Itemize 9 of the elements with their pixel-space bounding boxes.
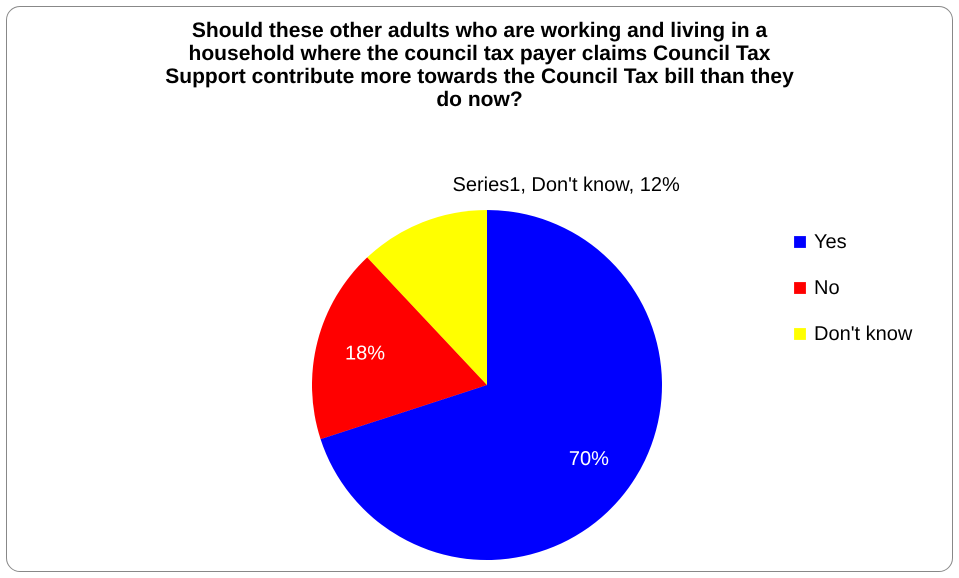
legend-label: No [814, 277, 840, 299]
data-label: 18% [344, 342, 386, 365]
legend-label: Yes [814, 231, 847, 253]
data-label: 70% [568, 448, 610, 470]
pie-slice [312, 257, 487, 440]
legend-label: Don't know [814, 323, 913, 345]
pie-slice [320, 210, 662, 560]
data-label: Series1, Don't know, 12% [452, 174, 680, 196]
chart-title: Should these other adults who are working and living in a household where the council tax payer claims Council Tax Support contribute more towards the Council Tax bill than they do now? [165, 19, 794, 111]
